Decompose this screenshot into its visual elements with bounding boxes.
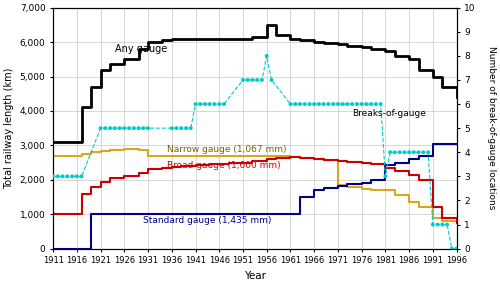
Point	[178, 126, 186, 131]
Point	[253, 78, 261, 82]
Point	[130, 126, 138, 131]
Point	[96, 126, 104, 131]
Point	[376, 102, 384, 106]
Y-axis label: Number of break-of-gauge locations: Number of break-of-gauge locations	[487, 46, 496, 210]
Point	[310, 102, 318, 106]
Point	[410, 150, 418, 154]
Point	[125, 126, 133, 131]
Point	[315, 102, 323, 106]
Point	[54, 174, 62, 179]
Point	[420, 150, 428, 154]
Point	[268, 78, 276, 82]
Point	[329, 102, 337, 106]
Point	[73, 174, 81, 179]
Point	[102, 126, 110, 131]
Point	[434, 222, 442, 227]
Point	[68, 174, 76, 179]
Point	[244, 78, 252, 82]
Point	[215, 102, 223, 106]
Point	[372, 102, 380, 106]
Point	[386, 150, 394, 154]
Point	[144, 126, 152, 131]
Point	[443, 222, 451, 227]
Text: Any gauge: Any gauge	[115, 44, 167, 54]
Point	[64, 174, 72, 179]
Point	[296, 102, 304, 106]
Point	[239, 78, 247, 82]
Point	[414, 150, 422, 154]
Point	[400, 150, 408, 154]
Point	[116, 126, 124, 131]
Point	[367, 102, 375, 106]
Point	[111, 126, 119, 131]
Point	[248, 78, 256, 82]
Point	[348, 102, 356, 106]
Point	[168, 126, 176, 131]
Point	[382, 174, 390, 179]
Point	[300, 102, 308, 106]
Point	[353, 102, 361, 106]
Point	[448, 246, 456, 251]
Point	[396, 150, 404, 154]
Point	[187, 126, 195, 131]
Point	[58, 174, 66, 179]
Point	[362, 102, 370, 106]
X-axis label: Year: Year	[244, 271, 266, 281]
Point	[334, 102, 342, 106]
Text: Narrow gauge (1,067 mm): Narrow gauge (1,067 mm)	[167, 144, 286, 154]
Text: Broad gauge (1,600 mm): Broad gauge (1,600 mm)	[167, 161, 280, 170]
Point	[78, 174, 86, 179]
Point	[358, 102, 366, 106]
Point	[286, 102, 294, 106]
Point	[134, 126, 142, 131]
Point	[210, 102, 218, 106]
Point	[320, 102, 328, 106]
Point	[262, 54, 270, 58]
Text: Breaks-of-gauge: Breaks-of-gauge	[352, 109, 426, 118]
Point	[405, 150, 413, 154]
Point	[201, 102, 209, 106]
Point	[438, 222, 446, 227]
Point	[182, 126, 190, 131]
Point	[49, 174, 57, 179]
Point	[196, 102, 204, 106]
Point	[429, 222, 437, 227]
Point	[338, 102, 346, 106]
Point	[344, 102, 351, 106]
Point	[424, 150, 432, 154]
Point	[324, 102, 332, 106]
Point	[220, 102, 228, 106]
Y-axis label: Total railway length (km): Total railway length (km)	[4, 68, 14, 189]
Point	[192, 102, 200, 106]
Point	[120, 126, 128, 131]
Point	[140, 126, 147, 131]
Text: Standard gauge (1,435 mm): Standard gauge (1,435 mm)	[144, 216, 272, 225]
Point	[391, 150, 399, 154]
Point	[291, 102, 299, 106]
Point	[206, 102, 214, 106]
Point	[106, 126, 114, 131]
Point	[258, 78, 266, 82]
Point	[452, 246, 460, 251]
Point	[306, 102, 314, 106]
Point	[172, 126, 180, 131]
